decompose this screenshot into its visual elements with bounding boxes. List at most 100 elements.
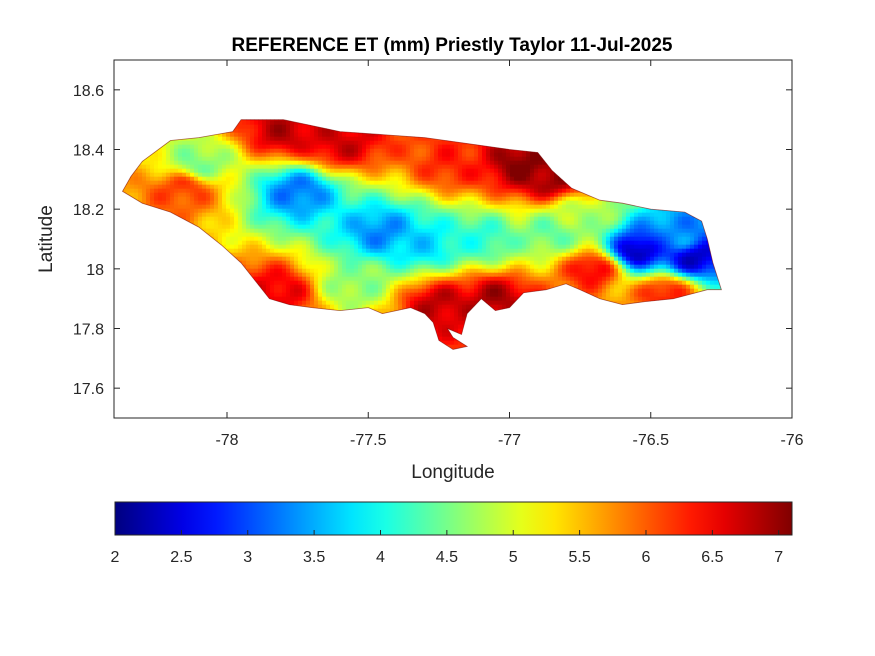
heat-cell [166, 184, 171, 190]
heat-cell [278, 160, 283, 166]
heat-cell [450, 228, 455, 234]
heat-cell [430, 208, 435, 214]
heat-cell [550, 200, 555, 206]
heat-cell [250, 144, 255, 150]
heat-cell [366, 184, 371, 190]
heat-cell [554, 192, 559, 198]
heat-cell [238, 168, 243, 174]
heat-cell [538, 220, 543, 226]
heat-cell [458, 188, 463, 194]
heat-cell [186, 152, 191, 158]
heat-cell [258, 132, 263, 138]
heat-cell [322, 216, 327, 222]
heat-cell [622, 216, 627, 222]
heat-cell [350, 164, 355, 170]
heat-cell [434, 152, 439, 158]
heat-cell [294, 208, 299, 214]
heat-cell [494, 152, 499, 158]
heat-cell [670, 216, 675, 222]
heat-cell [474, 216, 479, 222]
heat-cell [338, 208, 343, 214]
heat-cell [250, 164, 255, 170]
heat-cell [406, 200, 411, 206]
heat-cell [246, 212, 251, 218]
heat-cell [538, 216, 543, 222]
heat-cell [590, 216, 595, 222]
heat-cell [374, 220, 379, 226]
heat-cell [398, 156, 403, 162]
heat-cell [530, 180, 535, 186]
heat-cell [302, 216, 307, 222]
heat-cell [438, 220, 443, 226]
heat-cell [550, 176, 555, 182]
heat-cell [390, 212, 395, 218]
heat-cell [582, 212, 587, 218]
heat-cell [306, 144, 311, 150]
heat-cell [438, 164, 443, 170]
heat-cell [578, 212, 583, 218]
heat-cell [222, 216, 227, 222]
heat-cell [382, 156, 387, 162]
heat-cell [466, 228, 471, 234]
heat-cell [234, 140, 239, 146]
heat-cell [162, 156, 167, 162]
heat-cell [182, 208, 187, 214]
heat-cell [258, 176, 263, 182]
heat-cell [370, 176, 375, 182]
heat-cell [286, 136, 291, 142]
heat-cell [534, 184, 539, 190]
heat-cell [234, 188, 239, 194]
heat-cell [434, 196, 439, 202]
heat-cell [258, 140, 263, 146]
heat-cell [258, 216, 263, 222]
heat-cell [598, 212, 603, 218]
heat-cell [650, 212, 655, 218]
heat-cell [562, 228, 567, 234]
heat-cell [178, 212, 183, 218]
heat-cell [166, 192, 171, 198]
heat-cell [182, 156, 187, 162]
heat-cell [426, 164, 431, 170]
heat-cell [422, 204, 427, 210]
heat-cell [286, 192, 291, 198]
heat-cell [394, 192, 399, 198]
heat-cell [246, 204, 251, 210]
heat-cell [310, 124, 315, 130]
heat-cell [606, 216, 611, 222]
heat-cell [266, 164, 271, 170]
heat-cell [234, 168, 239, 174]
heat-cell [354, 152, 359, 158]
heat-cell [386, 168, 391, 174]
heat-cell [386, 200, 391, 206]
heat-cell [430, 204, 435, 210]
heat-cell [422, 144, 427, 150]
heat-cell [654, 212, 659, 218]
heat-cell [270, 160, 275, 166]
heat-cell [274, 164, 279, 170]
heat-cell [506, 220, 511, 226]
heat-cell [538, 204, 543, 210]
heat-cell [258, 212, 263, 218]
heat-cell [574, 212, 579, 218]
heat-cell [398, 136, 403, 142]
heat-cell [554, 196, 559, 202]
heat-cell [446, 216, 451, 222]
heat-cell [534, 192, 539, 198]
heat-cell [318, 228, 323, 234]
heat-cell [326, 228, 331, 234]
heat-cell [410, 184, 415, 190]
heat-cell [298, 180, 303, 186]
heat-cell [334, 200, 339, 206]
heat-cell [322, 224, 327, 230]
heat-cell [586, 228, 591, 234]
heat-cell [178, 188, 183, 194]
heat-cell [314, 180, 319, 186]
heat-cell [290, 184, 295, 190]
heat-cell [654, 228, 659, 234]
heat-cell [558, 188, 563, 194]
heat-cell [298, 172, 303, 178]
heat-cell [542, 212, 547, 218]
heat-cell [318, 164, 323, 170]
heat-cell [290, 156, 295, 162]
heat-cell [494, 148, 499, 154]
